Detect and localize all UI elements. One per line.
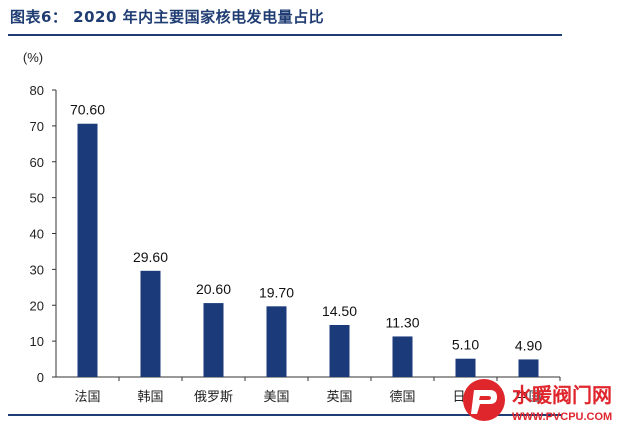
bar-value-label: 14.50 — [322, 303, 357, 319]
bar — [266, 306, 287, 377]
y-tick-label: 10 — [30, 334, 44, 349]
chart-title-text: 图表6： 2020 年内主要国家核电发电量占比 — [10, 8, 325, 26]
y-ticks: 0 10 20 30 40 50 60 70 80 — [30, 83, 56, 385]
bar-value-label: 20.60 — [196, 281, 231, 297]
svg-text:WWW.PVCPU.COM: WWW.PVCPU.COM — [512, 411, 612, 423]
bar-value-label: 29.60 — [133, 249, 168, 265]
watermark: 水暖阀门网 WWW.PVCPU.COM — [460, 374, 622, 426]
bar — [203, 303, 224, 377]
chart-title: 图表6： 2020 年内主要国家核电发电量占比 — [10, 6, 324, 32]
bar-value-label: 5.10 — [452, 337, 479, 353]
y-tick-label: 30 — [30, 262, 44, 277]
footer-divider — [8, 414, 562, 416]
y-tick-label: 20 — [30, 298, 44, 313]
y-tick-label: 60 — [30, 155, 44, 170]
x-category-label: 德国 — [389, 390, 415, 405]
value-labels: 70.60 29.60 20.60 19.70 14.50 11.30 5.10 4.90 — [70, 102, 542, 354]
bar-value-label: 4.90 — [515, 337, 542, 353]
svg-text:水暖阀门网: 水暖阀门网 — [512, 383, 612, 407]
bars — [77, 123, 539, 377]
x-category-label: 美国 — [263, 390, 289, 405]
bar — [392, 336, 413, 377]
category-labels: 法国韩国俄罗斯美国英国德国日本中国 — [74, 377, 561, 405]
bar — [77, 123, 98, 377]
y-tick-label: 70 — [30, 119, 44, 134]
bar-value-label: 11.30 — [386, 314, 420, 330]
title-divider — [8, 34, 562, 36]
bar — [140, 270, 161, 377]
y-tick-label: 0 — [37, 370, 44, 385]
bar — [455, 358, 476, 377]
y-tick-label: 80 — [30, 83, 44, 98]
bar — [329, 324, 350, 377]
x-category-label: 法国 — [74, 390, 100, 405]
watermark-logo-icon: 水暖阀门网 WWW.PVCPU.COM — [463, 379, 612, 423]
y-axis-unit: (%) — [23, 50, 43, 65]
y-tick-label: 40 — [30, 227, 44, 242]
x-category-label: 英国 — [326, 390, 352, 405]
bar-value-label: 19.70 — [259, 284, 294, 300]
x-category-label: 中国 — [515, 390, 541, 405]
x-category-label: 俄罗斯 — [194, 390, 233, 405]
x-category-label: 韩国 — [137, 390, 163, 405]
bar-value-label: 70.60 — [70, 102, 105, 118]
bar — [518, 359, 539, 377]
y-tick-label: 50 — [30, 191, 44, 206]
